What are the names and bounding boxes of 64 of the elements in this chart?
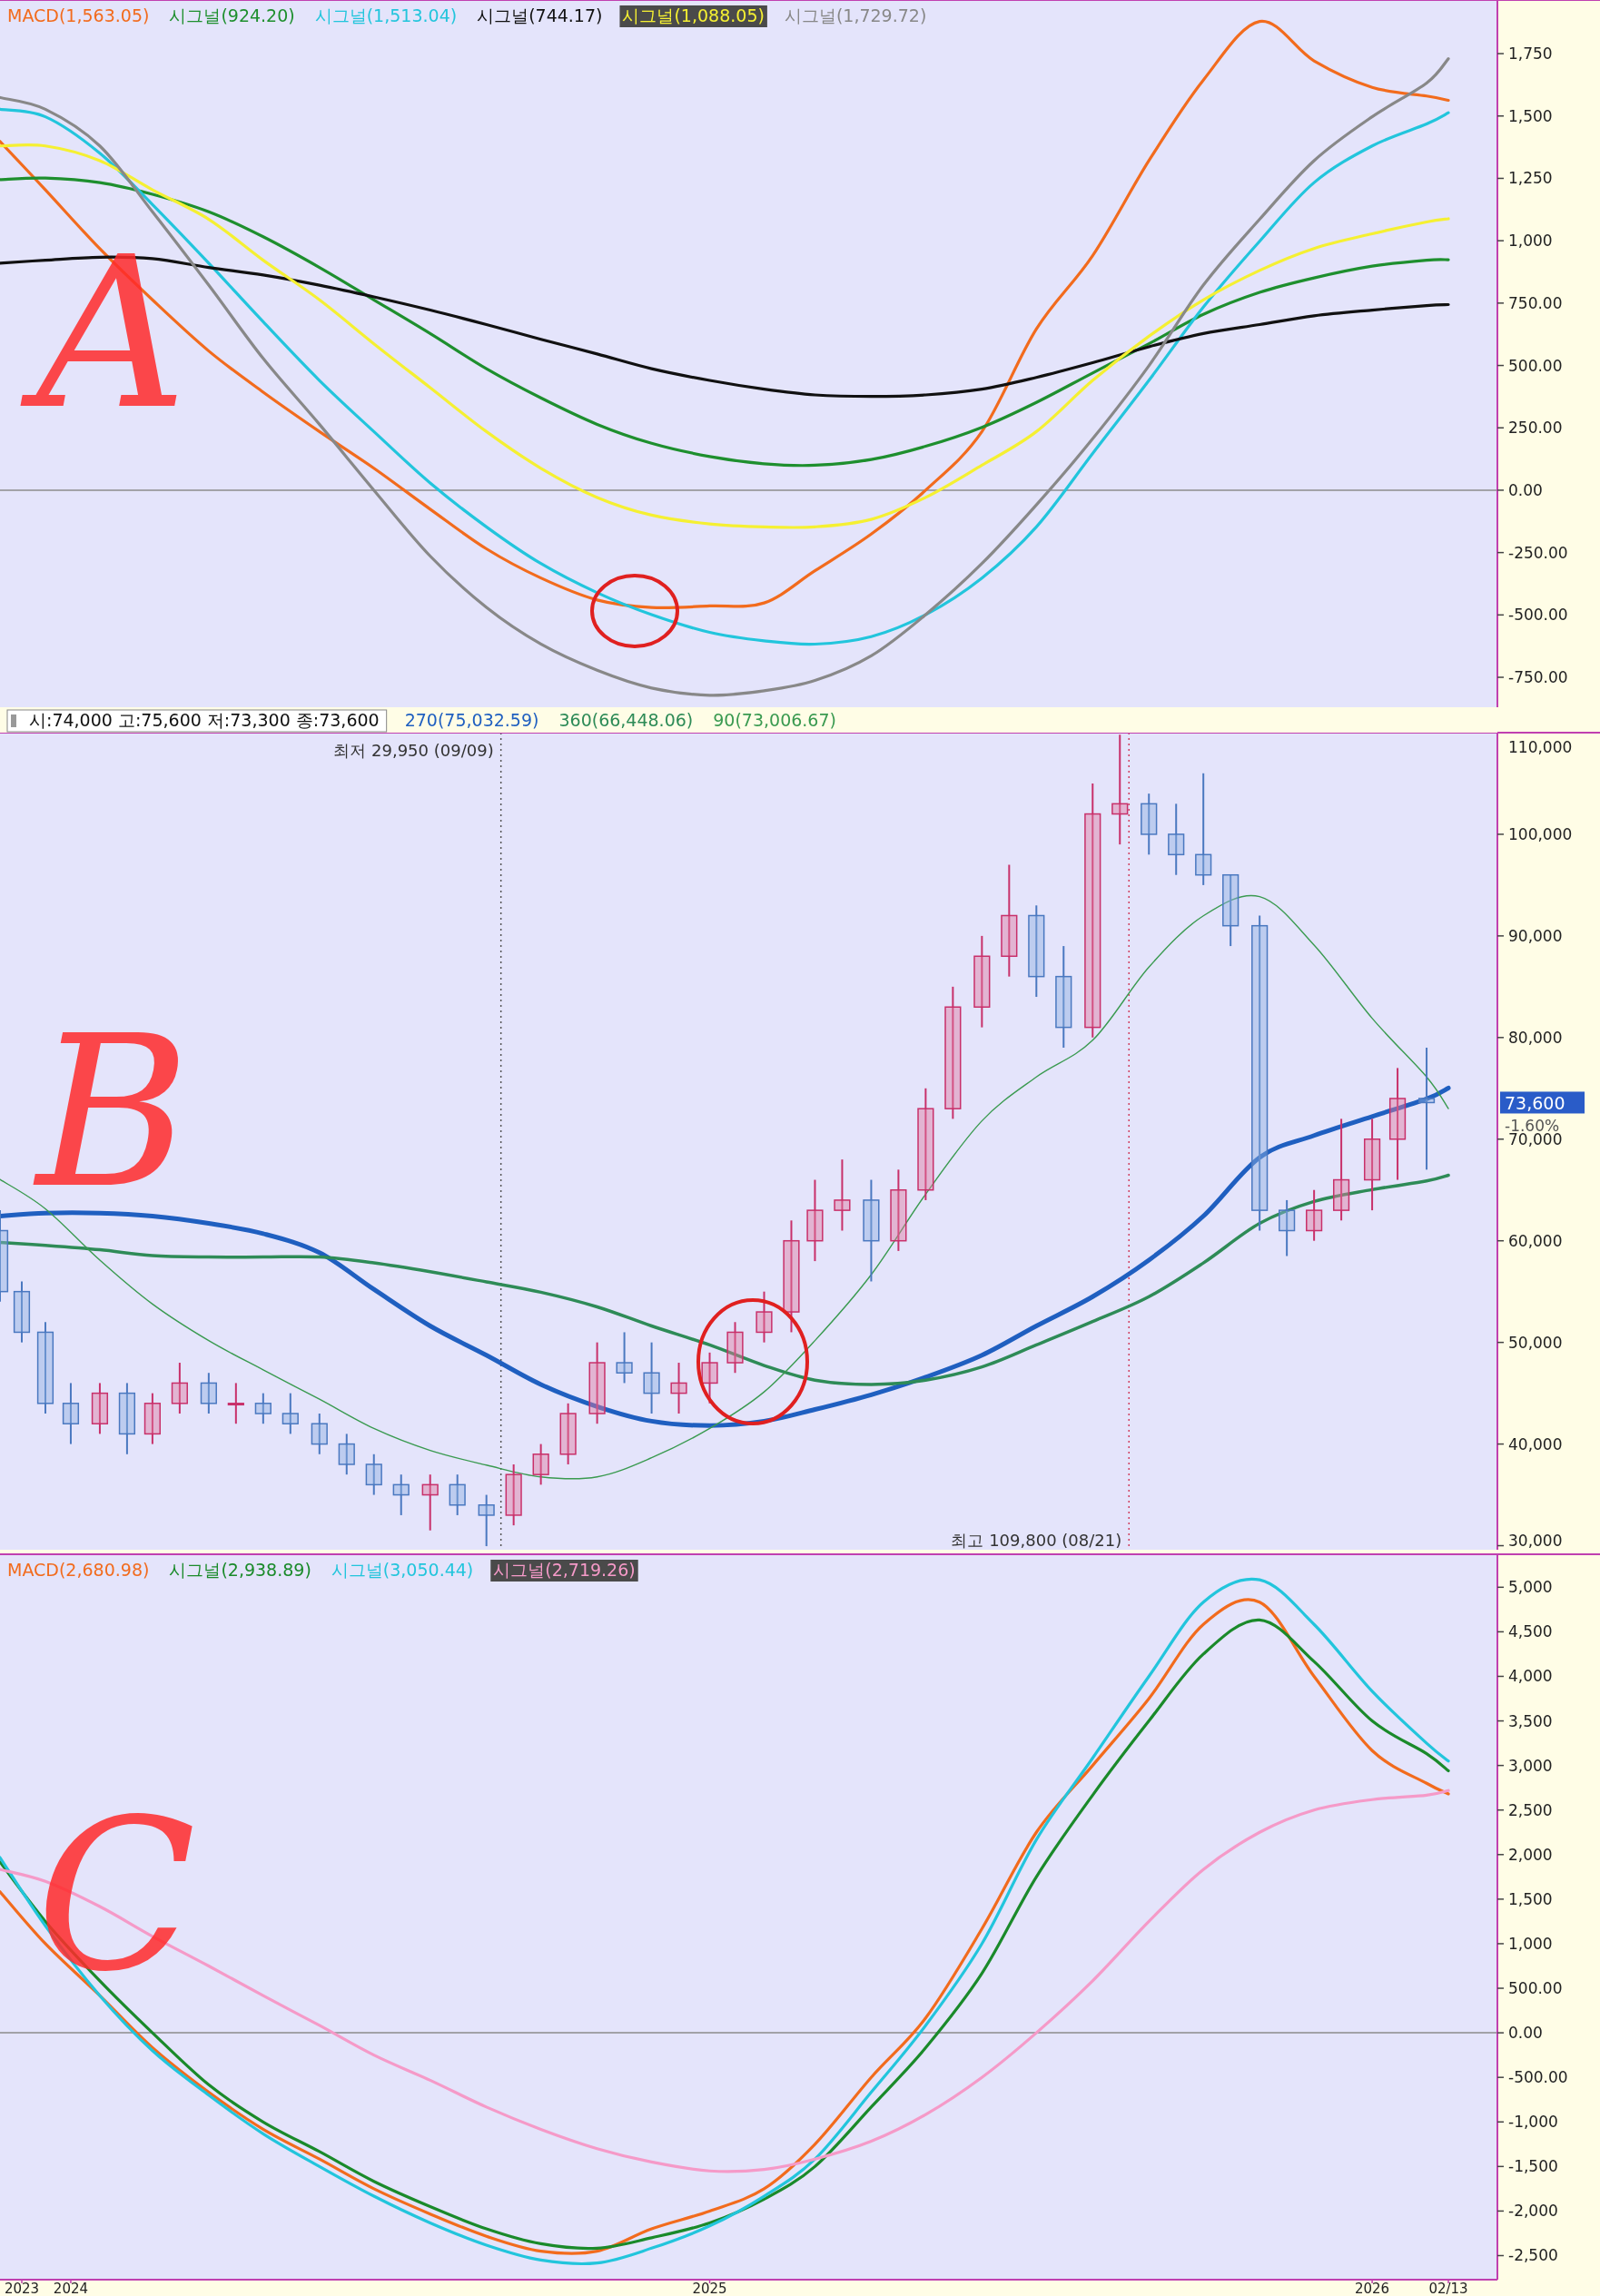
y-tick-label: -1,500 bbox=[1508, 2157, 1558, 2176]
text: C bbox=[36, 1774, 196, 2017]
y-tick-label: 80,000 bbox=[1508, 1028, 1563, 1047]
x-tick-label: 2025 bbox=[692, 2281, 727, 2296]
y-tick-label: 500.00 bbox=[1508, 356, 1563, 375]
y-tick-label: 3,500 bbox=[1508, 1711, 1553, 1730]
text: 시그널(1,729.72) bbox=[784, 5, 927, 25]
text: 시그널(1,513.04) bbox=[314, 5, 458, 25]
y-tick-label: 750.00 bbox=[1508, 293, 1563, 312]
ref-line-label: 최고 109,800 (08/21) bbox=[951, 1531, 1122, 1550]
y-tick-label: 90,000 bbox=[1508, 926, 1563, 945]
x-tick-label: 2023 bbox=[4, 2281, 40, 2296]
text: 360(66,448.06) bbox=[558, 710, 694, 730]
x-tick-label: 02/13 bbox=[1428, 2281, 1468, 2296]
text: 시그널(1,088.05) bbox=[622, 5, 765, 25]
y-tick-label: -750.00 bbox=[1508, 668, 1568, 687]
y-tick-label: 1,000 bbox=[1508, 1934, 1553, 1953]
chart-title: 시:74,000 고:75,600 저:73,300 종:73,600 bbox=[29, 710, 380, 730]
ref-line-label: 최저 29,950 (09/09) bbox=[333, 741, 494, 760]
y-tick-label: 1,500 bbox=[1508, 1889, 1553, 1908]
y-tick-label: 0.00 bbox=[1508, 2024, 1543, 2043]
y-tick-label: -2,000 bbox=[1508, 2202, 1558, 2221]
y-tick-label: 1,750 bbox=[1508, 44, 1553, 64]
text: 90(73,006.67) bbox=[713, 710, 836, 730]
y-tick-label: 3,000 bbox=[1508, 1756, 1553, 1775]
y-tick-label: 1,000 bbox=[1508, 232, 1553, 251]
text: B bbox=[33, 991, 191, 1234]
y-tick-label: 250.00 bbox=[1508, 419, 1563, 438]
line-series bbox=[0, 1789, 1450, 2173]
y-tick-label: 1,500 bbox=[1508, 106, 1553, 125]
y-tick-label: 2,500 bbox=[1508, 1800, 1553, 1819]
y-tick-label: 30,000 bbox=[1508, 1532, 1563, 1550]
y-tick-label: 100,000 bbox=[1508, 824, 1573, 843]
y-tick-label: 2,000 bbox=[1508, 1845, 1553, 1864]
x-tick-label: 2024 bbox=[53, 2281, 89, 2296]
y-tick-label: -500.00 bbox=[1508, 606, 1568, 625]
text: MACD(1,563.05) bbox=[7, 5, 150, 25]
y-tick-label: 60,000 bbox=[1508, 1231, 1563, 1250]
line-series bbox=[0, 107, 1450, 646]
y-tick-label: -2,500 bbox=[1508, 2246, 1558, 2265]
y-tick-label: 4,000 bbox=[1508, 1667, 1553, 1686]
y-tick-label: 5,000 bbox=[1508, 1578, 1553, 1597]
y-tick-label: 110,000 bbox=[1508, 738, 1573, 756]
y-tick-label: 1,250 bbox=[1508, 169, 1553, 188]
y-tick-label: 40,000 bbox=[1508, 1434, 1563, 1453]
text: 시그널(744.17) bbox=[477, 5, 603, 25]
y-tick-label: 0.00 bbox=[1508, 480, 1543, 499]
y-tick-label: 50,000 bbox=[1508, 1333, 1563, 1352]
line-series bbox=[0, 176, 1450, 468]
y-tick-label: -500.00 bbox=[1508, 2068, 1568, 2087]
text: MACD(2,680.98) bbox=[7, 1560, 150, 1580]
text: 270(75,032.59) bbox=[404, 710, 539, 730]
y-tick-label: -250.00 bbox=[1508, 543, 1568, 562]
y-tick-label: -1,000 bbox=[1508, 2113, 1558, 2132]
text: A bbox=[20, 212, 188, 456]
text: 시그널(3,050.44) bbox=[331, 1560, 474, 1580]
x-tick-label: 2026 bbox=[1354, 2281, 1390, 2296]
y-tick-label: 4,500 bbox=[1508, 1622, 1553, 1641]
text: 73,600 bbox=[1505, 1093, 1565, 1114]
line-series bbox=[0, 143, 1450, 529]
y-tick-label: 500.00 bbox=[1508, 1979, 1563, 1998]
text: 시그널(2,719.26) bbox=[493, 1560, 636, 1580]
text: 시그널(924.20) bbox=[169, 5, 295, 25]
text: 시그널(2,938.89) bbox=[169, 1560, 311, 1580]
